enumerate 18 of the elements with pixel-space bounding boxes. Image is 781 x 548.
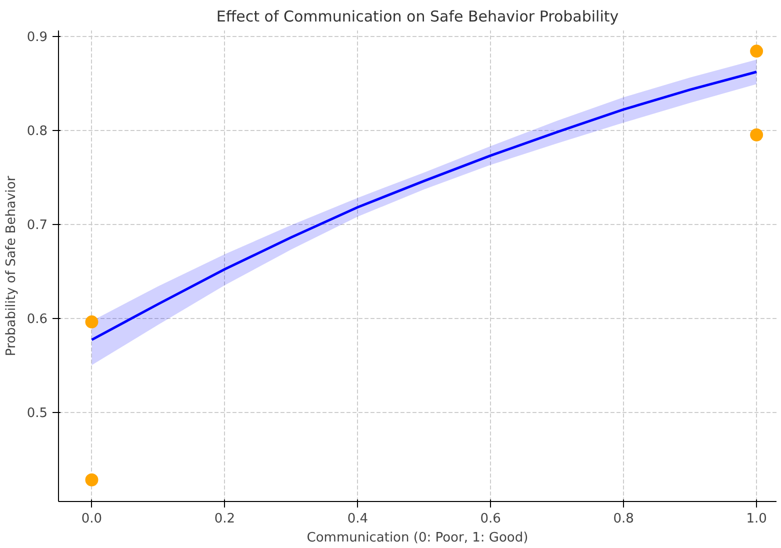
y-tick-label: 0.7 [26, 218, 48, 234]
y-tick-label: 0.6 [26, 312, 48, 328]
chart-title: Effect of Communication on Safe Behavior Probability [216, 8, 619, 26]
point [85, 315, 98, 328]
y-tick-label: 0.5 [26, 406, 48, 422]
point [85, 473, 98, 486]
x-tick-label: 1.0 [746, 512, 767, 526]
y-tick-label: 0.9 [26, 30, 48, 46]
y-tick-label: 0.8 [26, 124, 48, 140]
y-axis-title: Probability of Safe Behavior [4, 175, 19, 356]
x-tick-label: 0.4 [347, 512, 368, 526]
x-tick-label: 0.0 [81, 512, 102, 526]
x-tick-label: 0.2 [214, 512, 236, 526]
x-tick-label: 0.6 [480, 512, 501, 526]
x-tick-label: 0.8 [613, 512, 634, 526]
point [750, 44, 764, 58]
x-axis-title: Communication (0: Poor, 1: Good) [306, 530, 528, 546]
point [750, 128, 764, 142]
